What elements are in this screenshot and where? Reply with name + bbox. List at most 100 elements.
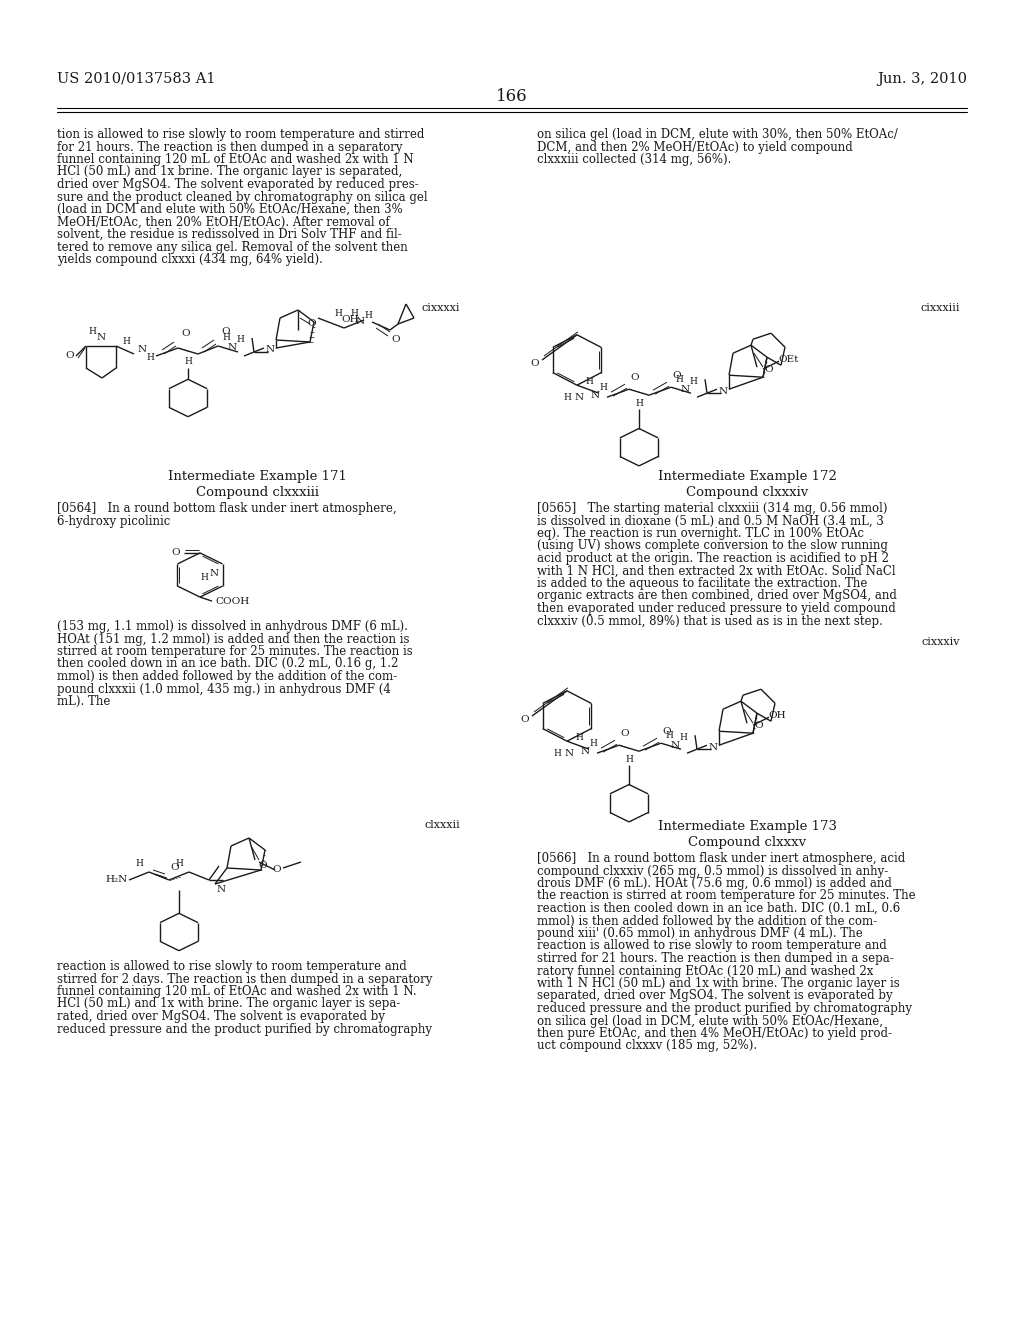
Text: reaction is allowed to rise slowly to room temperature and: reaction is allowed to rise slowly to ro… [57, 960, 407, 973]
Text: N: N [265, 346, 274, 355]
Text: with 1 N HCl (50 mL) and 1x with brine. The organic layer is: with 1 N HCl (50 mL) and 1x with brine. … [537, 977, 900, 990]
Text: eq). The reaction is run overnight. TLC in 100% EtOAc: eq). The reaction is run overnight. TLC … [537, 527, 864, 540]
Text: (load in DCM and elute with 50% EtOAc/Hexane, then 3%: (load in DCM and elute with 50% EtOAc/He… [57, 203, 402, 216]
Text: rated, dried over MgSO4. The solvent is evaporated by: rated, dried over MgSO4. The solvent is … [57, 1010, 385, 1023]
Text: H: H [625, 755, 633, 764]
Text: [0564]   In a round bottom flask under inert atmosphere,: [0564] In a round bottom flask under ine… [57, 502, 396, 515]
Text: dried over MgSO4. The solvent evaporated by reduced pres-: dried over MgSO4. The solvent evaporated… [57, 178, 419, 191]
Text: N: N [719, 387, 728, 396]
Text: O: O [755, 721, 763, 730]
Text: Compound clxxxv: Compound clxxxv [688, 836, 806, 849]
Text: uct compound clxxxv (185 mg, 52%).: uct compound clxxxv (185 mg, 52%). [537, 1040, 757, 1052]
Text: mmol) is then added followed by the addition of the com-: mmol) is then added followed by the addi… [537, 915, 878, 928]
Text: HCl (50 mL) and 1x brine. The organic layer is separated,: HCl (50 mL) and 1x brine. The organic la… [57, 165, 402, 178]
Text: H: H [689, 376, 697, 385]
Text: H: H [184, 358, 191, 367]
Text: H: H [201, 573, 209, 582]
Text: yields compound clxxxi (434 mg, 64% yield).: yields compound clxxxi (434 mg, 64% yiel… [57, 253, 323, 267]
Text: then evaporated under reduced pressure to yield compound: then evaporated under reduced pressure t… [537, 602, 896, 615]
Text: COOH: COOH [215, 597, 249, 606]
Text: Intermediate Example 172: Intermediate Example 172 [657, 470, 837, 483]
Text: then pure EtOAc, and then 4% MeOH/EtOAc) to yield prod-: then pure EtOAc, and then 4% MeOH/EtOAc)… [537, 1027, 892, 1040]
Text: N: N [709, 743, 718, 751]
Text: 6-hydroxy picolinic: 6-hydroxy picolinic [57, 515, 170, 528]
Text: Intermediate Example 173: Intermediate Example 173 [657, 820, 837, 833]
Text: O: O [181, 330, 190, 338]
Text: O: O [221, 327, 230, 337]
Text: Compound clxxxiii: Compound clxxxiii [196, 486, 318, 499]
Text: N: N [96, 334, 105, 342]
Text: is dissolved in dioxane (5 mL) and 0.5 M NaOH (3.4 mL, 3: is dissolved in dioxane (5 mL) and 0.5 M… [537, 515, 884, 528]
Text: H: H [585, 376, 593, 385]
Text: clxxxiii collected (314 mg, 56%).: clxxxiii collected (314 mg, 56%). [537, 153, 731, 166]
Text: O: O [631, 372, 639, 381]
Text: N: N [210, 569, 219, 578]
Text: stirred for 21 hours. The reaction is then dumped in a sepa-: stirred for 21 hours. The reaction is th… [537, 952, 894, 965]
Text: mL). The: mL). The [57, 696, 111, 708]
Text: organic extracts are then combined, dried over MgSO4, and: organic extracts are then combined, drie… [537, 590, 897, 602]
Text: N: N [671, 741, 680, 750]
Text: HCl (50 mL) and 1x with brine. The organic layer is sepa-: HCl (50 mL) and 1x with brine. The organ… [57, 998, 400, 1011]
Text: [0565]   The starting material clxxxiii (314 mg, 0.56 mmol): [0565] The starting material clxxxiii (3… [537, 502, 888, 515]
Text: H: H [237, 335, 244, 345]
Text: stirred for 2 days. The reaction is then dumped in a separatory: stirred for 2 days. The reaction is then… [57, 973, 432, 986]
Text: cixxxiii: cixxxiii [921, 304, 961, 313]
Text: ratory funnel containing EtOAc (120 mL) and washed 2x: ratory funnel containing EtOAc (120 mL) … [537, 965, 873, 978]
Text: H: H [553, 750, 561, 759]
Text: cixxxxi: cixxxxi [422, 304, 460, 313]
Text: [0566]   In a round bottom flask under inert atmosphere, acid: [0566] In a round bottom flask under ine… [537, 851, 905, 865]
Text: N: N [355, 318, 365, 326]
Text: tion is allowed to rise slowly to room temperature and stirred: tion is allowed to rise slowly to room t… [57, 128, 424, 141]
Text: O: O [621, 729, 630, 738]
Text: H: H [599, 383, 607, 392]
Text: pound xiii' (0.65 mmol) in anhydrous DMF (4 mL). The: pound xiii' (0.65 mmol) in anhydrous DMF… [537, 927, 863, 940]
Text: H: H [575, 733, 583, 742]
Text: 166: 166 [497, 88, 527, 106]
Text: O: O [392, 335, 400, 345]
Text: sure and the product cleaned by chromatography on silica gel: sure and the product cleaned by chromato… [57, 190, 428, 203]
Text: MeOH/EtOAc, then 20% EtOH/EtOAc). After removal of: MeOH/EtOAc, then 20% EtOH/EtOAc). After … [57, 215, 390, 228]
Text: H: H [135, 859, 143, 869]
Text: N: N [591, 391, 600, 400]
Text: reaction is allowed to rise slowly to room temperature and: reaction is allowed to rise slowly to ro… [537, 940, 887, 953]
Text: then cooled down in an ice bath. DIC (0.2 mL, 0.16 g, 1.2: then cooled down in an ice bath. DIC (0.… [57, 657, 398, 671]
Text: reduced pressure and the product purified by chromatography: reduced pressure and the product purifie… [537, 1002, 912, 1015]
Text: H: H [365, 312, 372, 321]
Text: O: O [673, 371, 681, 380]
Text: (153 mg, 1.1 mmol) is dissolved in anhydrous DMF (6 mL).: (153 mg, 1.1 mmol) is dissolved in anhyd… [57, 620, 408, 634]
Text: on silica gel (load in DCM, elute with 50% EtOAc/Hexane,: on silica gel (load in DCM, elute with 5… [537, 1015, 883, 1027]
Text: OEt: OEt [779, 355, 799, 364]
Text: tered to remove any silica gel. Removal of the solvent then: tered to remove any silica gel. Removal … [57, 240, 408, 253]
Text: O: O [171, 863, 179, 873]
Text: separated, dried over MgSO4. The solvent is evaporated by: separated, dried over MgSO4. The solvent… [537, 990, 893, 1002]
Text: O: O [307, 319, 316, 329]
Text: H: H [589, 739, 597, 747]
Text: stirred at room temperature for 25 minutes. The reaction is: stirred at room temperature for 25 minut… [57, 645, 413, 657]
Text: O: O [259, 862, 267, 870]
Text: H: H [146, 354, 154, 363]
Text: OH: OH [768, 710, 785, 719]
Text: with 1 N HCl, and then extracted 2x with EtOAc. Solid NaCl: with 1 N HCl, and then extracted 2x with… [537, 565, 896, 578]
Text: solvent, the residue is redissolved in Dri Solv THF and fil-: solvent, the residue is redissolved in D… [57, 228, 401, 242]
Text: Jun. 3, 2010: Jun. 3, 2010 [877, 73, 967, 86]
Text: H: H [122, 338, 130, 346]
Text: O: O [520, 715, 529, 725]
Text: cixxxiv: cixxxiv [922, 638, 961, 647]
Text: reduced pressure and the product purified by chromatography: reduced pressure and the product purifie… [57, 1023, 432, 1035]
Text: is added to the aqueous to facilitate the extraction. The: is added to the aqueous to facilitate th… [537, 577, 867, 590]
Text: N: N [581, 747, 590, 755]
Text: H₂N: H₂N [105, 875, 127, 884]
Text: acid product at the origin. The reaction is acidified to pH 2: acid product at the origin. The reaction… [537, 552, 889, 565]
Text: H: H [665, 731, 673, 739]
Text: H: H [635, 399, 643, 408]
Text: funnel containing 120 mL of EtOAc and washed 2x with 1 N.: funnel containing 120 mL of EtOAc and wa… [57, 985, 417, 998]
Text: N: N [216, 886, 225, 895]
Text: mmol) is then added followed by the addition of the com-: mmol) is then added followed by the addi… [57, 671, 397, 682]
Text: Compound clxxxiv: Compound clxxxiv [686, 486, 808, 499]
Text: O: O [66, 351, 75, 360]
Text: N: N [680, 384, 689, 393]
Text: compound clxxxiv (265 mg, 0.5 mmol) is dissolved in anhy-: compound clxxxiv (265 mg, 0.5 mmol) is d… [537, 865, 888, 878]
Text: OH: OH [341, 315, 358, 325]
Text: H: H [175, 859, 183, 869]
Text: O: O [765, 364, 773, 374]
